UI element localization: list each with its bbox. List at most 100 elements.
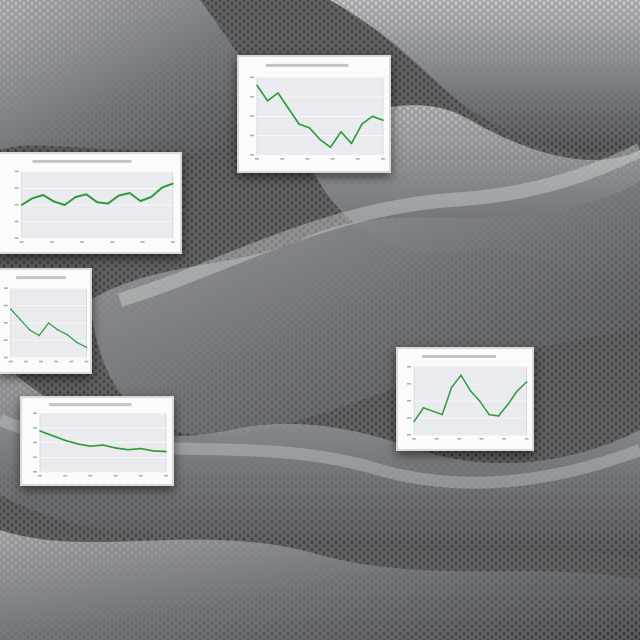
data-point [478, 400, 481, 402]
x-tick-mark [23, 360, 28, 363]
x-tick-mark [63, 474, 68, 477]
x-tick-mark [19, 241, 24, 243]
data-point [39, 430, 41, 432]
data-point [150, 196, 152, 198]
data-point [128, 192, 131, 194]
x-tick-mark [457, 438, 462, 440]
y-tick-mark [3, 339, 8, 341]
y-tick-mark [407, 417, 412, 419]
chart-title-placeholder [32, 159, 132, 163]
x-tick-mark [479, 438, 484, 440]
y-tick-mark [407, 383, 412, 385]
x-tick-mark [255, 158, 259, 160]
x-tick-mark [80, 241, 85, 243]
data-point [140, 447, 142, 450]
y-tick-mark [407, 434, 412, 436]
data-point [432, 410, 434, 412]
highlight-ridge-line [117, 143, 640, 307]
y-tick-mark [33, 470, 37, 473]
data-point [85, 193, 88, 196]
y-tick-mark [14, 170, 19, 173]
data-point [507, 403, 509, 406]
data-point [42, 194, 44, 196]
data-point [85, 346, 88, 349]
x-tick-mark [54, 360, 59, 363]
data-point [319, 138, 321, 141]
data-point [361, 123, 363, 125]
data-point [488, 413, 490, 416]
chart-left-middle [3, 276, 89, 363]
data-point [96, 201, 98, 204]
data-point [38, 334, 40, 337]
data-point [422, 407, 425, 409]
data-point [277, 92, 279, 94]
data-point [47, 322, 50, 324]
data-point [127, 448, 129, 451]
x-tick-mark [140, 241, 145, 243]
x-tick-mark [49, 241, 54, 243]
data-point [114, 447, 117, 449]
x-tick-mark [88, 474, 93, 477]
x-tick-mark [502, 438, 507, 440]
data-point [256, 84, 258, 87]
data-point [64, 439, 66, 442]
data-point [469, 390, 472, 392]
x-tick-mark [38, 474, 42, 477]
data-point [77, 443, 79, 445]
chart-card-top-center [237, 55, 391, 173]
data-point [51, 434, 54, 437]
data-point [308, 127, 311, 129]
y-tick-mark [407, 366, 412, 368]
y-tick-mark [250, 95, 254, 98]
data-point [20, 204, 23, 206]
data-point [441, 413, 444, 416]
x-tick-mark [164, 474, 168, 477]
data-point [74, 196, 77, 198]
data-point [102, 444, 104, 446]
data-point [19, 318, 22, 321]
y-tick-mark [3, 322, 8, 324]
data-point [165, 450, 167, 453]
data-point [329, 146, 332, 149]
data-point [10, 308, 12, 310]
x-tick-mark [8, 360, 13, 363]
y-tick-mark [3, 356, 8, 359]
x-tick-mark [69, 360, 74, 363]
chart-top-center [250, 63, 385, 160]
data-point [107, 202, 109, 205]
chart-title-placeholder [49, 403, 132, 407]
x-tick-mark [113, 474, 118, 477]
x-tick-mark [412, 438, 417, 440]
data-point [287, 107, 290, 110]
y-tick-mark [250, 134, 254, 137]
chart-card-right-middle [396, 347, 534, 451]
x-tick-mark [330, 158, 335, 160]
y-tick-mark [14, 237, 19, 239]
data-point [266, 99, 269, 102]
data-point [497, 415, 500, 417]
x-tick-mark [84, 360, 89, 363]
x-tick-mark [434, 438, 439, 440]
data-point [31, 197, 34, 200]
data-point [66, 334, 69, 336]
chart-left-upper [14, 159, 175, 243]
y-tick-mark [407, 400, 412, 402]
chart-title-placeholder [266, 63, 349, 67]
chart-card-left-middle [0, 268, 92, 374]
data-point [57, 329, 59, 331]
y-tick-mark [250, 115, 254, 117]
data-point [53, 200, 55, 203]
data-point [89, 445, 92, 448]
x-tick-mark [524, 438, 529, 440]
data-point [298, 123, 300, 125]
y-tick-mark [33, 456, 37, 458]
chart-card-left-lower [20, 396, 174, 486]
x-tick-mark [110, 241, 115, 243]
data-point [413, 420, 415, 423]
y-tick-mark [250, 154, 254, 156]
x-tick-mark [138, 474, 143, 477]
chart-right-middle [407, 355, 529, 440]
data-point [350, 142, 353, 145]
data-point [118, 194, 120, 197]
data-point [450, 386, 453, 389]
